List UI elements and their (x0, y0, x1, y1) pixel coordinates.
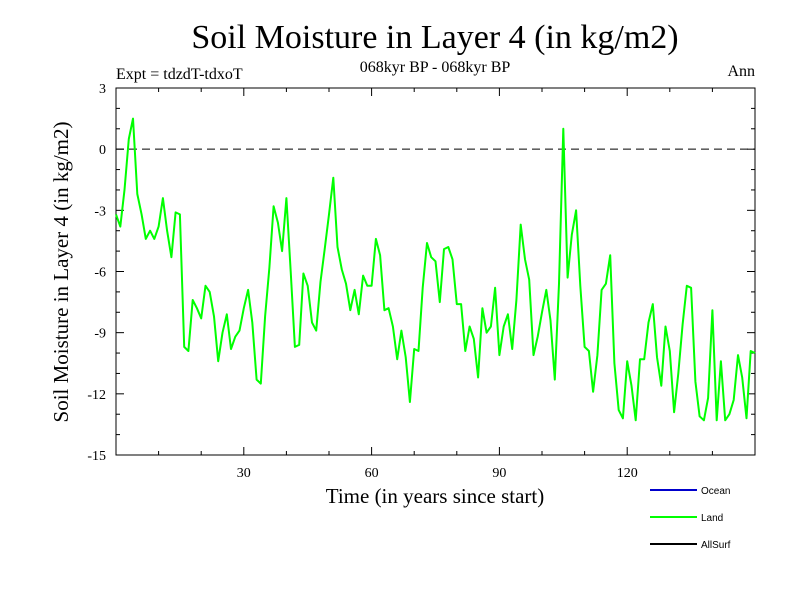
y-tick-label: 0 (99, 143, 106, 158)
expt-label: Expt = tdzdT-tdxoT (116, 66, 243, 83)
x-tick-label: 90 (492, 466, 506, 481)
y-tick-label: -9 (94, 327, 106, 342)
series-line-land (115, 117, 756, 422)
x-tick-label: 60 (365, 466, 379, 481)
y-tick-label: -15 (87, 449, 106, 464)
legend-label-land: Land (701, 513, 723, 524)
y-axis-label: Soil Moisture in Layer 4 (in kg/m2) (49, 122, 73, 423)
chart-subtitle: 068kyr BP - 068kyr BP (360, 59, 511, 76)
x-axis-label: Time (in years since start) (326, 484, 545, 508)
plot-frame (115, 87, 756, 456)
legend-label-allsurf: AllSurf (701, 540, 731, 551)
x-tick-label: 120 (617, 466, 638, 481)
chart-title: Soil Moisture in Layer 4 (in kg/m2) (191, 19, 678, 56)
x-tick-label: 30 (237, 466, 251, 481)
y-tick-label: -6 (94, 266, 106, 281)
legend: Ocean Land AllSurf (650, 486, 731, 551)
legend-label-ocean: Ocean (701, 486, 730, 497)
y-tick-label: -12 (87, 388, 106, 403)
period-label: Ann (727, 63, 755, 80)
y-tick-label: 3 (99, 82, 106, 97)
y-tick-label: -3 (94, 204, 106, 219)
